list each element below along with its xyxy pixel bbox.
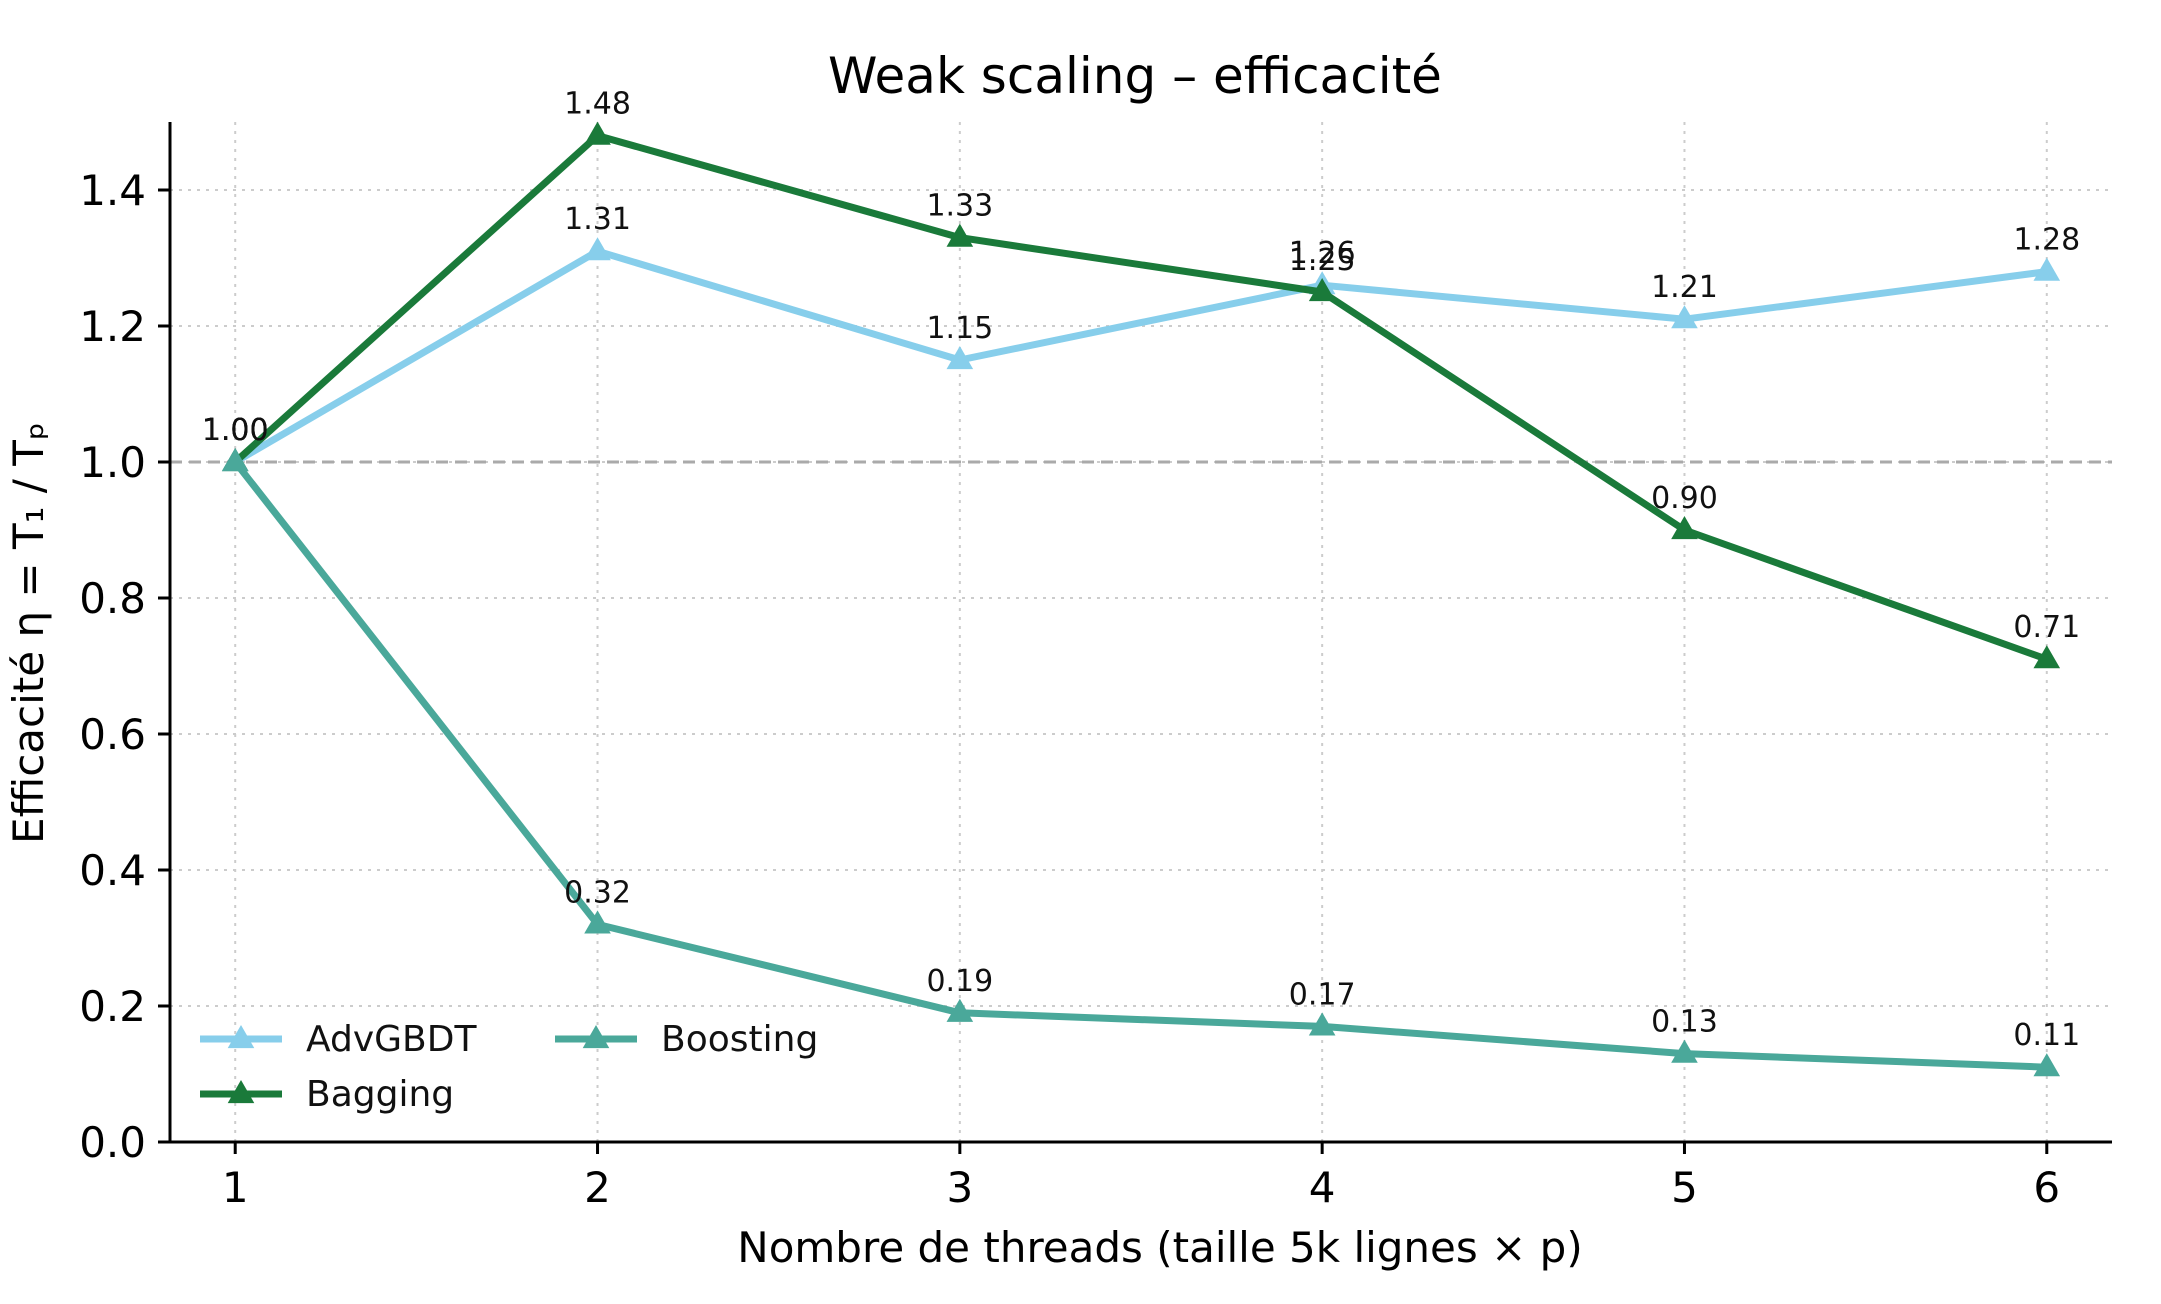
data-point-advgbdt <box>1671 305 1698 329</box>
ticks: 1 2 3 4 5 6 0.0 0.2 0.4 0.6 0.8 1.0 1.2 1.4 <box>79 166 2060 1212</box>
data-label-boosting: 0.13 <box>1651 1005 1718 1040</box>
y-tick-label: 0.8 <box>79 574 146 623</box>
data-label-bagging: 1.48 <box>564 87 631 122</box>
y-tick-label: 0.4 <box>79 846 146 895</box>
data-point-bagging <box>1671 516 1698 540</box>
y-tick-label: 1.2 <box>79 302 146 351</box>
legend-marker-boosting <box>582 1025 610 1049</box>
data-label-boosting: 1.00 <box>202 413 269 448</box>
legend-marker-advgbdt <box>227 1025 255 1049</box>
chart-title: Weak scaling – efficacité <box>828 47 1442 105</box>
x-tick-label: 4 <box>1309 1163 1336 1212</box>
data-label-bagging: 1.00 <box>202 413 269 448</box>
data-point-bagging <box>946 223 974 247</box>
data-label-advgbdt: 1.31 <box>564 202 631 237</box>
data-label-boosting: 0.17 <box>1289 977 1356 1012</box>
data-label-boosting: 0.32 <box>564 875 631 910</box>
data-point-boosting <box>584 910 611 934</box>
legend-marker-bagging <box>227 1080 255 1104</box>
data-labels: 1.001.311.151.261.211.281.001.481.331.25… <box>202 87 2080 1054</box>
y-tick-label: 0.2 <box>79 982 146 1031</box>
y-tick-label: 0.6 <box>79 710 146 759</box>
series-line-boosting <box>232 459 2047 1071</box>
legend-label-boosting: Boosting <box>661 1019 818 1060</box>
data-point-boosting <box>221 448 249 472</box>
data-point-bagging <box>584 121 611 145</box>
data-point-boosting <box>2033 1053 2061 1077</box>
legend-label-advgbdt: AdvGBDT <box>306 1019 477 1060</box>
y-tick-label: 1.0 <box>79 438 146 487</box>
x-axis-label: Nombre de threads (taille 5k lignes × p) <box>737 1223 1582 1272</box>
data-label-bagging: 0.71 <box>2013 610 2080 645</box>
y-tick-label: 1.4 <box>79 166 146 215</box>
series-line-advgbdt <box>233 247 2048 466</box>
y-tick-label: 0.0 <box>79 1118 146 1167</box>
data-label-advgbdt: 1.15 <box>926 311 993 346</box>
x-tick-label: 1 <box>222 1163 249 1212</box>
data-point-advgbdt <box>2033 257 2061 281</box>
axes <box>168 122 2112 1144</box>
data-label-bagging: 1.25 <box>1289 243 1356 278</box>
data-point-boosting <box>1308 1012 1336 1036</box>
series-line-bagging <box>232 132 2048 663</box>
data-label-bagging: 0.90 <box>1651 481 1718 516</box>
legend: AdvGBDT Bagging Boosting <box>200 1019 818 1115</box>
legend-label-bagging: Bagging <box>306 1074 454 1115</box>
data-label-bagging: 1.33 <box>926 189 993 224</box>
data-point-boosting <box>946 998 974 1022</box>
data-label-boosting: 0.11 <box>2013 1018 2080 1053</box>
data-point-advgbdt <box>946 346 974 370</box>
y-axis-label: Efficacité η = T₁ / Tₚ <box>4 422 53 844</box>
data-label-advgbdt: 1.28 <box>2013 223 2080 258</box>
x-tick-label: 6 <box>2033 1163 2060 1212</box>
data-point-bagging <box>1308 278 1336 302</box>
x-tick-label: 2 <box>584 1163 611 1212</box>
data-point-advgbdt <box>584 237 611 261</box>
data-point-boosting <box>1671 1039 1698 1063</box>
data-label-boosting: 0.19 <box>926 964 993 999</box>
data-label-advgbdt: 1.21 <box>1651 270 1718 305</box>
data-label-advgbdt: 1.00 <box>202 413 269 448</box>
x-tick-label: 5 <box>1671 1163 1698 1212</box>
series <box>221 121 2061 1077</box>
x-tick-label: 3 <box>946 1163 973 1212</box>
data-point-bagging <box>2033 645 2061 669</box>
data-label-advgbdt: 1.26 <box>1289 236 1356 271</box>
